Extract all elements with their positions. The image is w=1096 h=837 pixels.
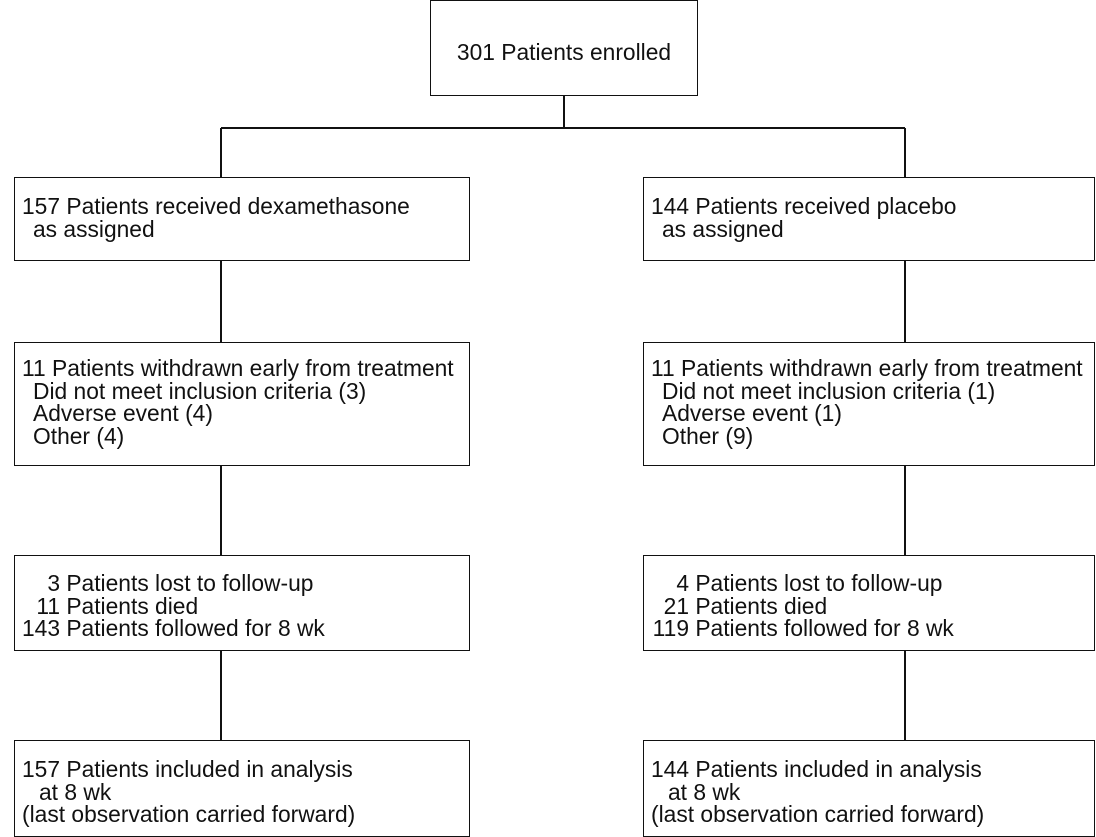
followup-followed-count: 119 — [652, 615, 690, 642]
enrolled-label: 301 Patients enrolled — [456, 39, 672, 66]
placebo-withdrawn-box: 11 Patients withdrawn early from treatme… — [643, 342, 1095, 466]
analysis-timepoint-text: at 8 wk — [39, 778, 112, 805]
dexamethasone-analysis-box: 157 Patients included in analysis at 8 w… — [14, 740, 470, 837]
followup-followed-text: Patients followed for 8 wk — [66, 615, 325, 642]
followup-lost-line: 4 Patients lost to follow-up — [651, 572, 1094, 595]
assigned-count-text: 144 Patients received placebo — [651, 193, 957, 219]
followup-followed-count: 143 — [22, 615, 61, 642]
followup-lost-text: Patients lost to follow-up — [695, 570, 943, 596]
withdrawn-reason-adverse-event: Adverse event (1) — [662, 400, 842, 427]
withdrawn-title-text: 11 Patients withdrawn early from treatme… — [651, 355, 1083, 381]
withdrawn-reason-inclusion: Did not meet inclusion criteria (3) — [33, 377, 367, 404]
dexamethasone-followup-box: 3 Patients lost to follow-up 11 Patients d… — [14, 555, 470, 651]
followup-followed-line: 143 Patients followed for 8 wk — [22, 617, 469, 640]
followup-died-line: 21 Patients died — [651, 592, 1094, 619]
followup-lost-text: Patients lost to follow-up — [66, 570, 314, 596]
followup-followed-text: Patients followed for 8 wk — [695, 615, 954, 642]
analysis-method-text: (last observation carried forward) — [22, 801, 356, 828]
withdrawn-reason-other: Other (4) — [33, 422, 125, 449]
placebo-assigned-box: 144 Patients received placebo as assigne… — [643, 177, 1095, 261]
assigned-note-text: as assigned — [33, 215, 155, 242]
assigned-count-text: 157 Patients received dexamethasone — [22, 193, 410, 219]
dexamethasone-withdrawn-box: 11 Patients withdrawn early from treatme… — [14, 342, 470, 466]
withdrawn-reason-other: Other (9) — [662, 422, 754, 449]
followup-died-count: 21 — [663, 592, 690, 619]
assigned-note-text: as assigned — [662, 215, 784, 242]
withdrawn-reason-adverse-event: Adverse event (4) — [33, 400, 213, 427]
enrolled-box: 301 Patients enrolled — [430, 0, 698, 96]
followup-lost-line: 3 Patients lost to follow-up — [22, 572, 469, 595]
followup-died-count: 11 — [36, 592, 61, 619]
dexamethasone-assigned-box: 157 Patients received dexamethasone as a… — [14, 177, 470, 261]
analysis-count-text: 144 Patients included in analysis — [651, 756, 982, 782]
followup-died-text: Patients died — [66, 592, 199, 619]
analysis-timepoint-text: at 8 wk — [668, 778, 741, 805]
followup-followed-line: 119 Patients followed for 8 wk — [651, 617, 1094, 640]
followup-died-line: 11 Patients died — [22, 592, 469, 619]
withdrawn-reason-inclusion: Did not meet inclusion criteria (1) — [662, 377, 996, 404]
followup-lost-count: 4 — [676, 570, 690, 596]
analysis-count-text: 157 Patients included in analysis — [22, 756, 353, 782]
analysis-method-text: (last observation carried forward) — [651, 801, 985, 828]
placebo-followup-box: 4 Patients lost to follow-up 21 Patients d… — [643, 555, 1095, 651]
placebo-analysis-box: 144 Patients included in analysis at 8 w… — [643, 740, 1095, 837]
followup-died-text: Patients died — [695, 592, 828, 619]
withdrawn-title-text: 11 Patients withdrawn early from treatme… — [22, 355, 454, 381]
followup-lost-count: 3 — [47, 570, 61, 596]
